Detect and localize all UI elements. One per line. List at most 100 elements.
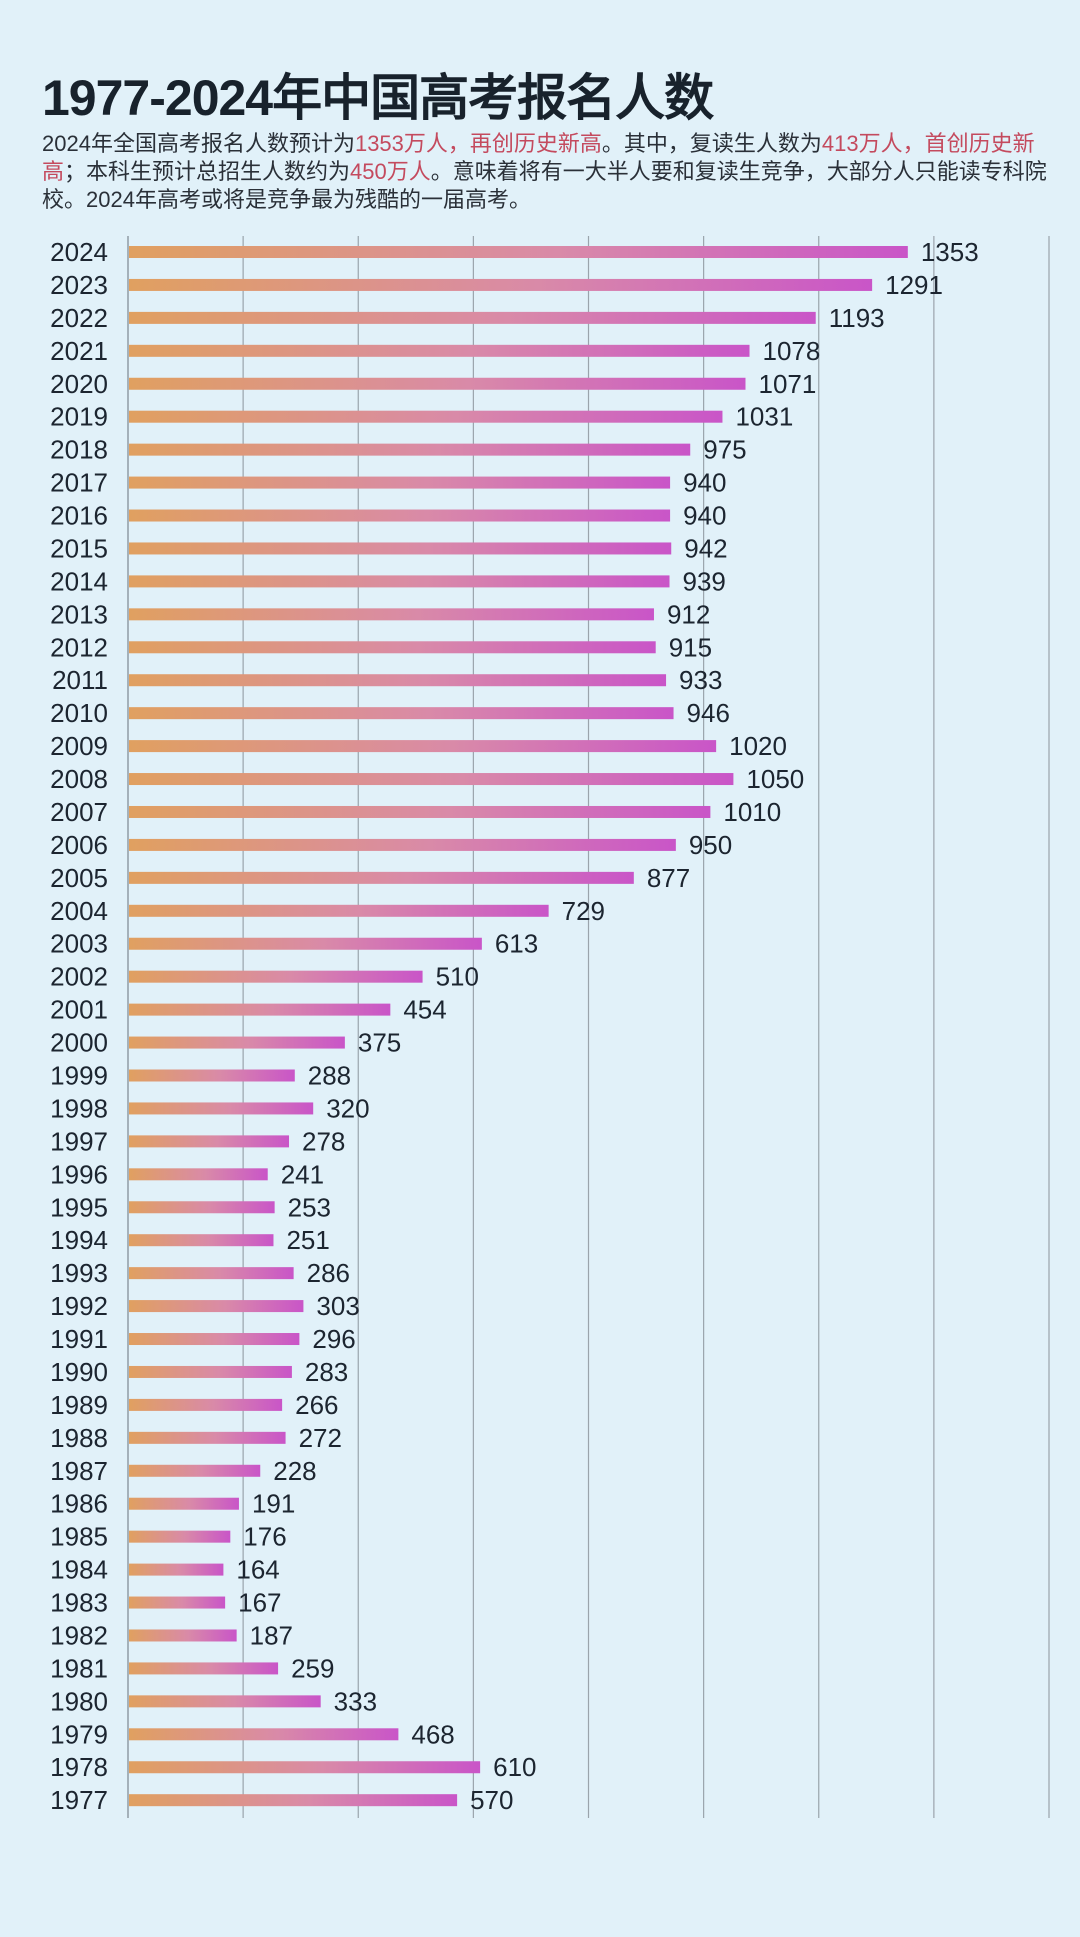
value-label: 454 <box>403 995 446 1025</box>
year-label: 1981 <box>50 1653 108 1683</box>
year-label: 2016 <box>50 501 108 531</box>
value-label: 272 <box>299 1423 342 1453</box>
year-label: 2005 <box>50 863 108 893</box>
value-label: 1071 <box>758 369 816 399</box>
bar-1982 <box>129 1629 237 1642</box>
bar-1999 <box>129 1069 295 1082</box>
year-label: 1990 <box>50 1357 108 1387</box>
value-label: 278 <box>302 1126 345 1156</box>
bar-2010 <box>129 707 674 720</box>
year-label: 1994 <box>50 1225 108 1255</box>
bar-1979 <box>129 1728 399 1741</box>
value-label: 164 <box>236 1555 279 1585</box>
value-label: 1020 <box>729 731 787 761</box>
bar-2006 <box>129 838 676 851</box>
subtitle-text: ；本科生预计总招生人数约为 <box>64 159 351 184</box>
year-label: 1998 <box>50 1093 108 1123</box>
bar-1989 <box>129 1398 283 1411</box>
bar-2001 <box>129 1003 391 1016</box>
subtitle-text: 2024年全国高考报名人数预计为 <box>42 131 355 156</box>
year-label: 2017 <box>50 468 108 498</box>
year-label: 1995 <box>50 1192 108 1222</box>
year-label: 2020 <box>50 369 108 399</box>
value-label: 167 <box>238 1588 281 1618</box>
subtitle-text: 。意味着将有一大半人要和复读生竞争，大部分人只能读专科院校。2024年高考或将是… <box>42 159 1047 212</box>
value-label: 1353 <box>921 237 979 267</box>
year-label: 2015 <box>50 533 108 563</box>
year-label: 1988 <box>50 1423 108 1453</box>
bar-2019 <box>129 410 723 423</box>
value-label: 877 <box>647 863 690 893</box>
value-label: 286 <box>307 1258 350 1288</box>
year-label: 2024 <box>50 237 108 267</box>
year-label: 1987 <box>50 1456 108 1486</box>
year-label: 1992 <box>50 1291 108 1321</box>
bar-2015 <box>129 542 672 555</box>
bar-1981 <box>129 1662 279 1675</box>
year-label: 2013 <box>50 599 108 629</box>
value-label: 251 <box>286 1225 329 1255</box>
year-label: 2011 <box>52 665 108 695</box>
year-label: 2014 <box>50 566 108 596</box>
year-label: 2022 <box>50 303 108 333</box>
year-label: 2018 <box>50 435 108 465</box>
value-label: 176 <box>243 1522 286 1552</box>
year-label: 1996 <box>50 1159 108 1189</box>
value-label: 1031 <box>735 402 793 432</box>
bar-1994 <box>129 1234 274 1247</box>
subtitle-highlight: 413万人，首创历史新高 <box>42 131 1035 184</box>
year-label: 1977 <box>50 1785 108 1815</box>
subtitle-text: 。其中，复读生人数为 <box>601 131 822 156</box>
bar-2017 <box>129 476 671 489</box>
subtitle-highlight: 1353万人，再创历史新高 <box>354 131 602 156</box>
value-label: 288 <box>308 1061 351 1091</box>
value-label: 320 <box>326 1093 369 1123</box>
bar-2013 <box>129 608 654 621</box>
value-label: 187 <box>250 1620 293 1650</box>
bar-2003 <box>129 937 482 950</box>
value-label: 266 <box>295 1390 338 1420</box>
value-label: 1193 <box>829 303 885 333</box>
value-label: 510 <box>436 962 479 992</box>
chart-title: 1977-2024年中国高考报名人数 <box>42 70 714 126</box>
value-label: 228 <box>273 1456 316 1486</box>
value-label: 975 <box>703 435 746 465</box>
bar-1997 <box>129 1135 290 1148</box>
bar-2000 <box>129 1036 345 1049</box>
value-label: 946 <box>687 698 730 728</box>
bar-2008 <box>129 773 734 786</box>
value-label: 942 <box>684 533 727 563</box>
year-label: 1997 <box>50 1126 108 1156</box>
bar-1988 <box>129 1431 286 1444</box>
value-label: 570 <box>470 1785 513 1815</box>
value-label: 253 <box>288 1192 331 1222</box>
bar-2002 <box>129 970 423 983</box>
bar-1984 <box>129 1563 224 1576</box>
year-label: 1983 <box>50 1588 108 1618</box>
bar-1987 <box>129 1464 261 1477</box>
year-label: 2023 <box>50 270 108 300</box>
bar-2011 <box>129 674 667 687</box>
value-label: 296 <box>312 1324 355 1354</box>
bar-2009 <box>129 740 717 753</box>
year-label: 2000 <box>50 1028 108 1058</box>
year-label: 1980 <box>50 1686 108 1716</box>
chart-subtitle: 2024年全国高考报名人数预计为1353万人，再创历史新高。其中，复读生人数为4… <box>42 130 1052 214</box>
bar-2020 <box>129 377 746 390</box>
value-label: 729 <box>562 896 605 926</box>
year-label: 2006 <box>50 830 108 860</box>
value-label: 610 <box>493 1752 536 1782</box>
bar-1991 <box>129 1333 300 1346</box>
bar-2018 <box>129 443 691 456</box>
value-label: 333 <box>334 1686 377 1716</box>
year-label: 2004 <box>50 896 108 926</box>
subtitle-highlight: 450万人 <box>350 159 431 184</box>
bar-1980 <box>129 1695 321 1708</box>
value-label: 940 <box>683 468 726 498</box>
value-label: 1010 <box>723 797 781 827</box>
year-label: 1986 <box>50 1489 108 1519</box>
year-label: 1984 <box>50 1555 108 1585</box>
bar-2007 <box>129 805 711 818</box>
value-label: 303 <box>316 1291 359 1321</box>
